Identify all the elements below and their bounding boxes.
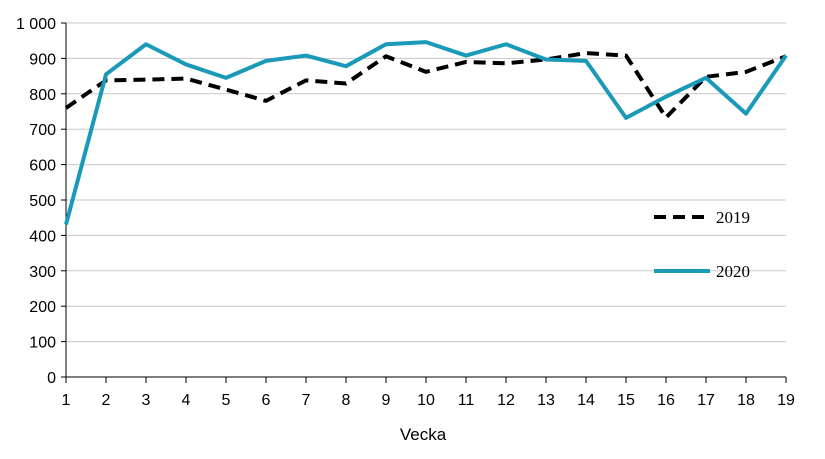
x-tick-label: 1 <box>62 392 71 409</box>
series-lines <box>64 40 788 225</box>
x-tick-label: 2 <box>102 392 111 409</box>
x-tick-label: 9 <box>382 392 391 409</box>
legend: 2019 2020 <box>654 208 750 281</box>
x-tick-label: 16 <box>657 392 675 409</box>
y-tick-label: 1 000 <box>16 16 56 33</box>
y-tick-label: 400 <box>29 228 56 245</box>
x-tick-label: 12 <box>497 392 515 409</box>
x-tick-label: 17 <box>697 392 715 409</box>
legend-label-2020: 2020 <box>716 262 750 281</box>
x-tick-label: 5 <box>222 392 231 409</box>
y-tick-label: 200 <box>29 299 56 316</box>
x-tick-label: 19 <box>777 392 795 409</box>
x-tick-label: 6 <box>262 392 271 409</box>
y-tick-label: 300 <box>29 264 56 281</box>
x-tick-label: 8 <box>342 392 351 409</box>
y-tick-label: 500 <box>29 193 56 210</box>
y-tick-label: 0 <box>47 370 56 387</box>
y-tick-label: 700 <box>29 122 56 139</box>
y-tick-label: 900 <box>29 51 56 68</box>
x-tick-label: 11 <box>458 392 475 409</box>
x-tick-label: 10 <box>417 392 435 409</box>
y-tick-label: 600 <box>29 158 56 175</box>
legend-label-2019: 2019 <box>716 208 750 227</box>
y-tick-label: 100 <box>29 335 56 352</box>
x-tick-label: 4 <box>182 392 191 409</box>
x-tick-label: 3 <box>142 392 151 409</box>
y-tick-label: 800 <box>29 87 56 104</box>
x-axis-title: Vecka <box>400 425 447 444</box>
gridlines <box>66 22 786 343</box>
x-tick-label: 15 <box>617 392 635 409</box>
x-tick-label: 13 <box>537 392 555 409</box>
series-line-2019 <box>64 51 787 120</box>
x-tick-label: 18 <box>737 392 755 409</box>
x-tick-label: 7 <box>302 392 311 409</box>
x-tick-label: 14 <box>577 392 595 409</box>
series-line-2020 <box>64 40 788 225</box>
